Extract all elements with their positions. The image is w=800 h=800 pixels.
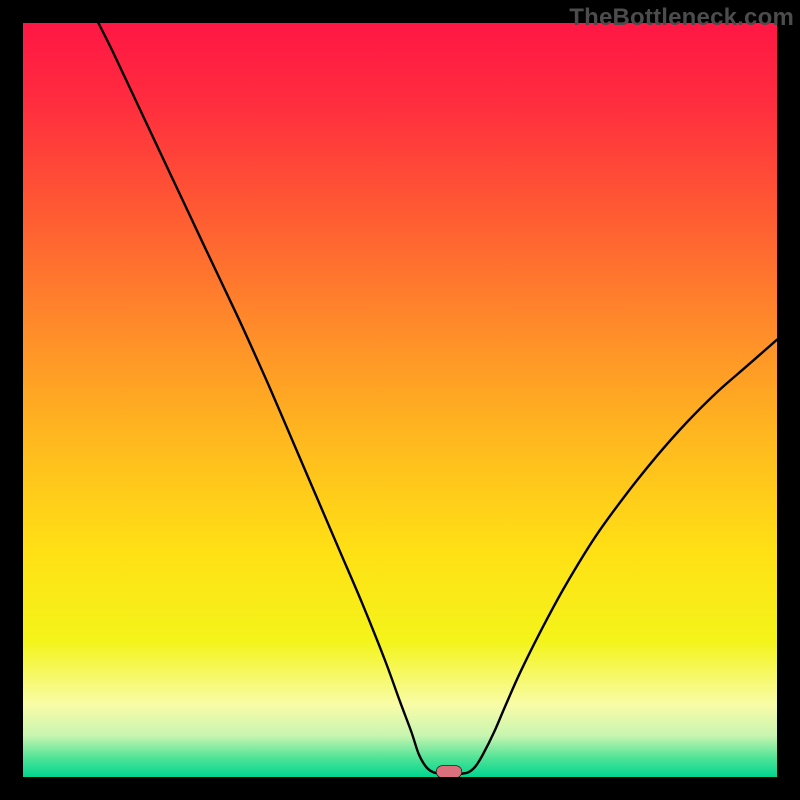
- watermark-text: TheBottleneck.com: [569, 4, 794, 32]
- chart-frame: TheBottleneck.com: [0, 0, 800, 800]
- optimal-point-marker: [436, 766, 462, 777]
- plot-area: [23, 23, 777, 777]
- gradient-background: [23, 23, 777, 777]
- bottleneck-chart: [23, 23, 777, 777]
